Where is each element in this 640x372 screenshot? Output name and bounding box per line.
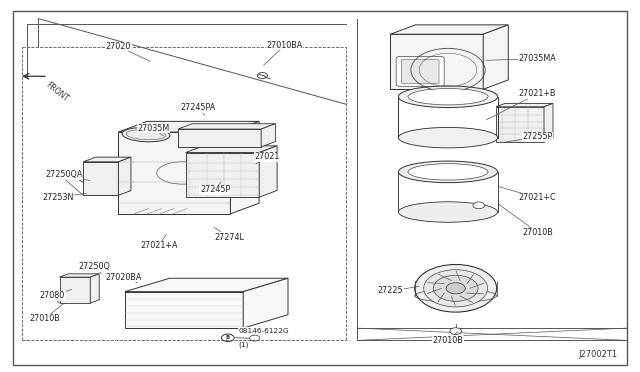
Polygon shape xyxy=(186,153,259,197)
Text: 27021+C: 27021+C xyxy=(519,193,556,202)
Polygon shape xyxy=(243,278,288,328)
Polygon shape xyxy=(230,121,259,214)
Polygon shape xyxy=(178,129,261,147)
Ellipse shape xyxy=(398,202,498,222)
Polygon shape xyxy=(261,124,275,147)
Text: 27021+A: 27021+A xyxy=(140,241,177,250)
Text: 27080: 27080 xyxy=(40,291,65,300)
Polygon shape xyxy=(125,292,243,328)
Text: 27253N: 27253N xyxy=(42,193,74,202)
Ellipse shape xyxy=(122,128,170,142)
Polygon shape xyxy=(186,146,277,153)
Polygon shape xyxy=(118,157,131,195)
Text: 27020: 27020 xyxy=(106,42,131,51)
Polygon shape xyxy=(118,132,230,214)
Text: FRONT: FRONT xyxy=(44,80,70,103)
Text: 27010B: 27010B xyxy=(522,228,553,237)
Polygon shape xyxy=(390,25,508,34)
Polygon shape xyxy=(259,146,277,197)
Text: 27250QA: 27250QA xyxy=(45,170,83,179)
Text: J27002T1: J27002T1 xyxy=(579,350,618,359)
Polygon shape xyxy=(83,157,131,162)
Ellipse shape xyxy=(398,128,498,148)
Text: 27021+B: 27021+B xyxy=(519,89,556,98)
FancyBboxPatch shape xyxy=(396,57,444,86)
Polygon shape xyxy=(60,277,90,303)
Text: 27035M: 27035M xyxy=(138,124,170,133)
Polygon shape xyxy=(483,25,508,89)
Polygon shape xyxy=(496,103,553,107)
Polygon shape xyxy=(544,103,553,142)
Text: 27020BA: 27020BA xyxy=(106,273,141,282)
Polygon shape xyxy=(83,162,118,195)
Text: B: B xyxy=(226,335,230,340)
Ellipse shape xyxy=(398,161,498,183)
Ellipse shape xyxy=(433,275,478,301)
Text: (1): (1) xyxy=(238,341,248,348)
Ellipse shape xyxy=(424,270,488,307)
Polygon shape xyxy=(60,274,99,277)
Text: 27225: 27225 xyxy=(378,286,403,295)
Text: 27021: 27021 xyxy=(255,153,280,161)
Text: 27010B: 27010B xyxy=(29,314,60,323)
Ellipse shape xyxy=(408,89,488,105)
Text: 27274L: 27274L xyxy=(214,233,244,242)
Ellipse shape xyxy=(446,283,465,294)
Circle shape xyxy=(450,328,461,334)
Ellipse shape xyxy=(408,164,488,180)
Ellipse shape xyxy=(415,264,497,312)
Text: 27255P: 27255P xyxy=(522,132,553,141)
Text: 27245P: 27245P xyxy=(200,185,230,194)
FancyBboxPatch shape xyxy=(401,60,439,83)
Polygon shape xyxy=(125,278,288,292)
Polygon shape xyxy=(496,107,544,142)
Ellipse shape xyxy=(398,86,498,108)
Text: 08146-6122G: 08146-6122G xyxy=(238,328,289,334)
Polygon shape xyxy=(118,121,259,132)
Text: 27245PA: 27245PA xyxy=(180,103,216,112)
Polygon shape xyxy=(390,34,483,89)
Text: 27035MA: 27035MA xyxy=(519,54,556,63)
Text: 27010BA: 27010BA xyxy=(267,41,303,50)
FancyBboxPatch shape xyxy=(178,129,261,147)
Text: 27250Q: 27250Q xyxy=(79,262,111,271)
Circle shape xyxy=(473,202,484,209)
Polygon shape xyxy=(178,124,275,129)
Text: 27010B: 27010B xyxy=(433,336,463,345)
Polygon shape xyxy=(90,274,99,303)
